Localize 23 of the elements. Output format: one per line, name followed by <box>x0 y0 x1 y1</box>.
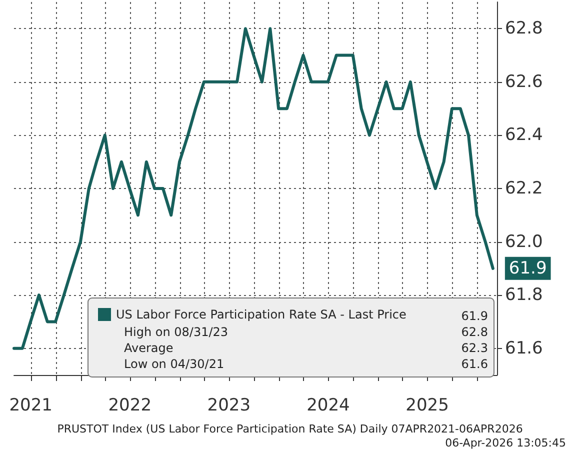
x-tick-label: 2023 <box>207 396 251 416</box>
x-tick-label: 2024 <box>306 396 350 416</box>
y-tick-label: 61.8 <box>505 285 543 306</box>
y-tick-label: 62.8 <box>505 18 543 39</box>
x-tick-label: 2022 <box>108 396 152 416</box>
annotation: Average <box>124 341 174 355</box>
annotation: 61.6 <box>461 357 488 371</box>
legend-label: US Labor Force Participation Rate SA - Last Price <box>116 308 406 322</box>
annotation: High on 08/31/23 <box>124 325 228 339</box>
x-tick-label: 2021 <box>9 396 52 416</box>
y-tick-label: 61.6 <box>505 338 543 358</box>
annotation: 62.3 <box>461 341 488 355</box>
y-tick-label: 62.2 <box>505 178 543 198</box>
annotation: Low on 04/30/21 <box>124 357 224 371</box>
y-tick-label: 62.0 <box>505 232 543 252</box>
annotation: 62.8 <box>461 325 488 339</box>
y-tick-label: 62.4 <box>505 125 543 146</box>
text: PRUSTOT Index (US Labor Force Participation Rate SA) Daily 07APR2021-06APR2026 <box>57 422 523 436</box>
y-tick-label: 62.6 <box>505 72 543 92</box>
annotation: 61.9 <box>461 309 488 323</box>
text: 06-Apr-2026 13:05:45 <box>445 436 566 450</box>
data-label: 61.9 <box>508 258 547 278</box>
x-tick-label: 2025 <box>406 396 449 416</box>
